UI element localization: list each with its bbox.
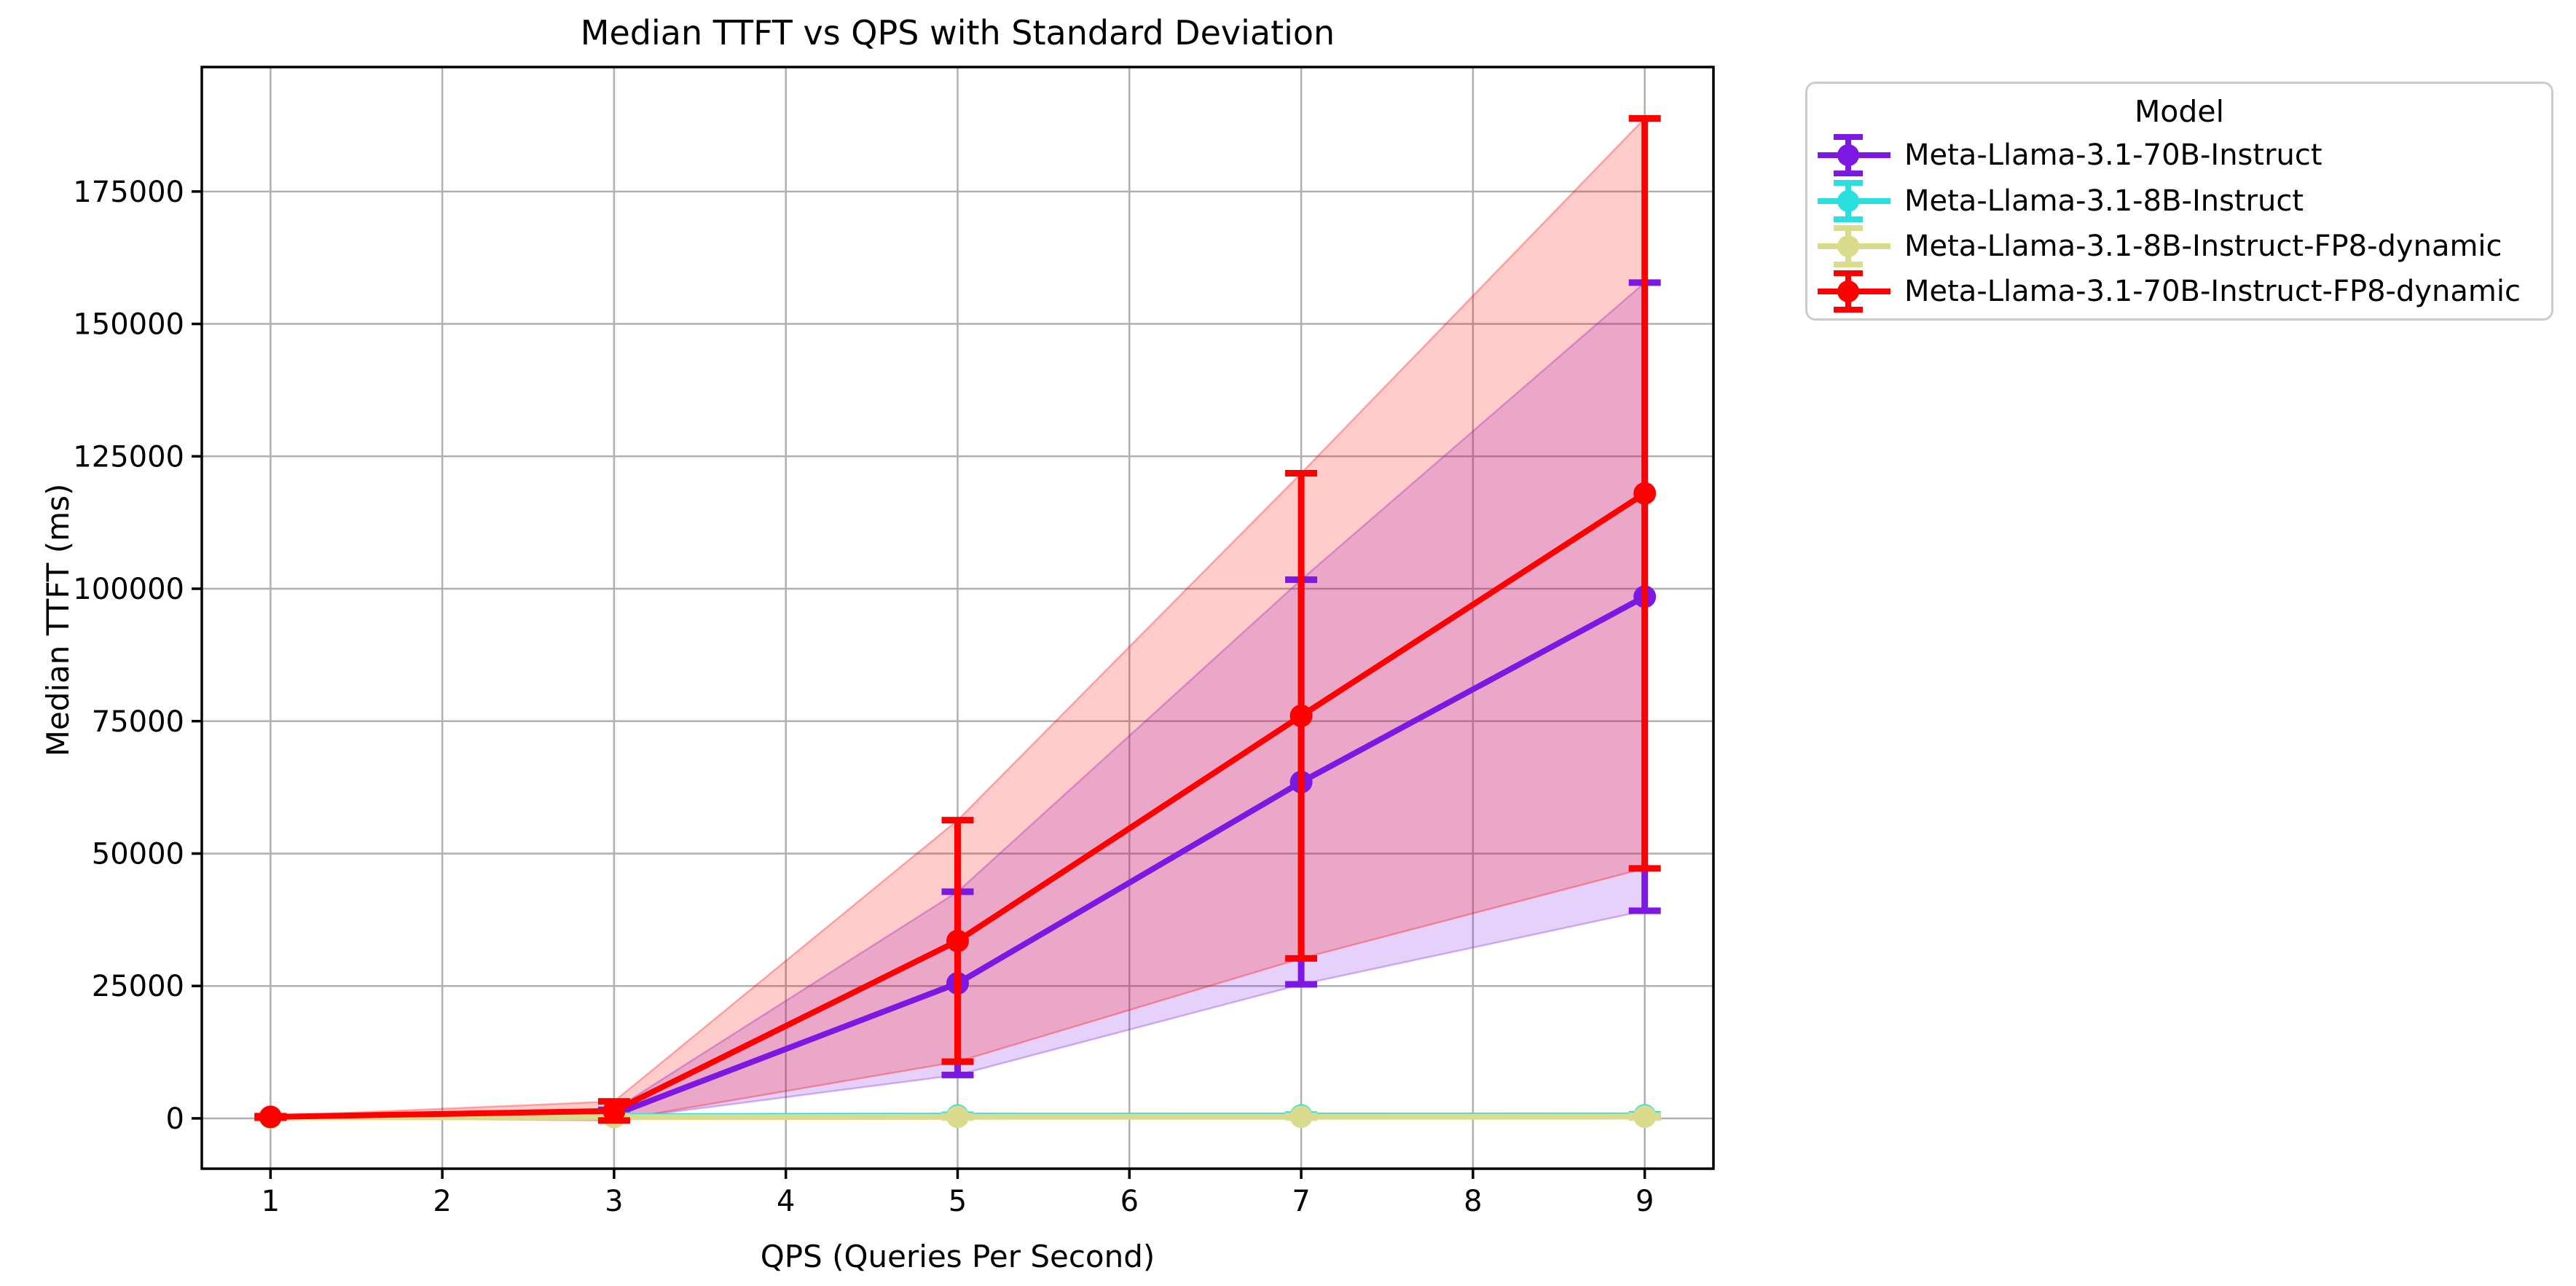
y-tick-label-100000: 100000: [73, 573, 184, 606]
data-point-Meta-Llama-3.1-8B-Instruct-FP8-dynamic-qps-5: [946, 1105, 969, 1129]
x-tick-label-6: 6: [1120, 1185, 1139, 1218]
data-point-Meta-Llama-3.1-8B-Instruct-FP8-dynamic-qps-9: [1633, 1105, 1657, 1129]
data-point-Meta-Llama-3.1-70B-Instruct-FP8-dynamic-qps-5: [946, 929, 969, 952]
x-tick-label-7: 7: [1292, 1185, 1310, 1218]
legend-item-Meta-Llama-3.1-8B-Instruct: Meta-Llama-3.1-8B-Instruct: [1818, 179, 2304, 223]
legend-label: Meta-Llama-3.1-8B-Instruct-FP8-dynamic: [1904, 230, 2502, 263]
legend-item-Meta-Llama-3.1-70B-Instruct-FP8-dynamic: Meta-Llama-3.1-70B-Instruct-FP8-dynamic: [1818, 270, 2521, 313]
legend-item-Meta-Llama-3.1-70B-Instruct: Meta-Llama-3.1-70B-Instruct: [1818, 133, 2322, 177]
legend-title: Model: [2134, 94, 2225, 129]
x-tick-label-8: 8: [1464, 1185, 1482, 1218]
x-tick-label-5: 5: [949, 1185, 967, 1218]
x-tick-label-2: 2: [433, 1185, 451, 1218]
x-axis-label: QPS (Queries Per Second): [760, 1239, 1155, 1274]
series-Meta-Llama-3.1-70B-Instruct-FP8-dynamic: [254, 115, 1661, 1129]
y-tick-label-0: 0: [166, 1102, 184, 1136]
legend-label: Meta-Llama-3.1-70B-Instruct-FP8-dynamic: [1904, 275, 2521, 308]
y-tick-label-50000: 50000: [92, 837, 184, 871]
ticks: 1 2 3 4 5 6 7 8 9 0 25000 50000 75000 100000 125000 150…: [73, 176, 1654, 1218]
data-point-Meta-Llama-3.1-70B-Instruct-FP8-dynamic-qps-9: [1633, 482, 1657, 505]
legend-errorbar-marker-icon: [1818, 134, 1890, 176]
legend-item-Meta-Llama-3.1-8B-Instruct-FP8-dynamic: Meta-Llama-3.1-8B-Instruct-FP8-dynamic: [1818, 224, 2502, 268]
y-tick-label-150000: 150000: [73, 308, 184, 342]
legend-label: Meta-Llama-3.1-8B-Instruct: [1904, 184, 2304, 218]
data-point-Meta-Llama-3.1-70B-Instruct-FP8-dynamic-qps-7: [1289, 704, 1313, 727]
y-tick-label-25000: 25000: [92, 970, 184, 1003]
x-tick-label-4: 4: [777, 1185, 795, 1218]
y-tick-label-125000: 125000: [73, 440, 184, 474]
x-tick-label-1: 1: [262, 1185, 280, 1218]
data-point-Meta-Llama-3.1-70B-Instruct-FP8-dynamic-qps-1: [259, 1105, 282, 1129]
data-point-Meta-Llama-3.1-70B-Instruct-FP8-dynamic-qps-3: [602, 1099, 626, 1123]
chart-title: Median TTFT vs QPS with Standard Deviati…: [580, 13, 1335, 52]
legend-errorbar-marker-icon: [1818, 225, 1890, 267]
x-tick-label-9: 9: [1635, 1185, 1654, 1218]
y-axis-label: Median TTFT (ms): [40, 483, 76, 757]
legend-label: Meta-Llama-3.1-70B-Instruct: [1904, 138, 2322, 172]
legend-errorbar-marker-icon: [1818, 270, 1890, 313]
data-point-Meta-Llama-3.1-8B-Instruct-FP8-dynamic-qps-7: [1289, 1105, 1313, 1129]
grid: [202, 67, 1713, 1169]
y-tick-label-75000: 75000: [92, 705, 184, 739]
y-tick-label-175000: 175000: [73, 176, 184, 209]
legend-errorbar-marker-icon: [1818, 180, 1890, 222]
legend-box: Model Meta-Llama-3.1-70B-Instruct Meta-Ll…: [1805, 82, 2553, 321]
x-tick-label-3: 3: [605, 1185, 623, 1218]
